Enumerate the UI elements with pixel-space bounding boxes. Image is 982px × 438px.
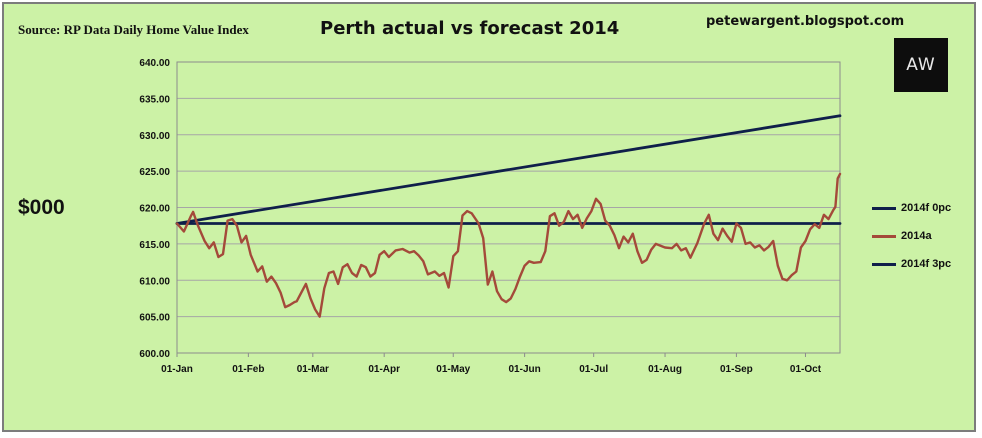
x-tick-label: 01-May <box>436 364 470 375</box>
y-tick-label: 640.00 <box>139 58 170 69</box>
y-tick-label: 600.00 <box>139 349 170 360</box>
plot-area <box>176 61 841 354</box>
x-tick-label: 01-Mar <box>297 364 329 375</box>
x-tick-label: 01-Jan <box>161 364 193 375</box>
legend-item: 2014f 0pc <box>872 202 951 214</box>
x-tick-label: 01-Jul <box>579 364 608 375</box>
series-line-2014f-3pc <box>175 114 842 225</box>
series-line-2014a <box>175 172 842 318</box>
x-tick-label: 01-Feb <box>232 364 264 375</box>
x-tick-label: 01-Aug <box>648 364 682 375</box>
y-tick-label: 635.00 <box>139 94 170 105</box>
y-axis-label: $000 <box>18 196 65 219</box>
x-tick-label: 01-Oct <box>790 364 822 375</box>
legend-swatch <box>872 234 896 238</box>
legend-label: 2014a <box>901 230 932 242</box>
y-tick-label: 620.00 <box>139 204 170 215</box>
chart-title: Perth actual vs forecast 2014 <box>320 18 620 39</box>
legend-label: 2014f 3pc <box>901 258 952 270</box>
legend-item: 2014a <box>872 230 932 242</box>
x-tick-label: 01-Jun <box>508 364 540 375</box>
x-tick-label: 01-Sep <box>720 364 753 375</box>
legend-item: 2014f 3pc <box>872 258 951 270</box>
aw-logo: AW <box>894 38 948 92</box>
y-tick-label: 605.00 <box>139 313 170 324</box>
source-note: Source: RP Data Daily Home Value Index <box>18 22 249 37</box>
y-tick-label: 610.00 <box>139 276 170 287</box>
chart-frame <box>2 2 976 432</box>
legend-label: 2014f 0pc <box>901 202 952 214</box>
y-tick-label: 630.00 <box>139 131 170 142</box>
legend-swatch <box>872 206 896 210</box>
legend-swatch <box>872 262 896 266</box>
blog-url: petewargent.blogspot.com <box>706 14 905 29</box>
y-tick-label: 615.00 <box>139 240 170 251</box>
x-tick-label: 01-Apr <box>368 364 400 375</box>
y-tick-label: 625.00 <box>139 167 170 178</box>
